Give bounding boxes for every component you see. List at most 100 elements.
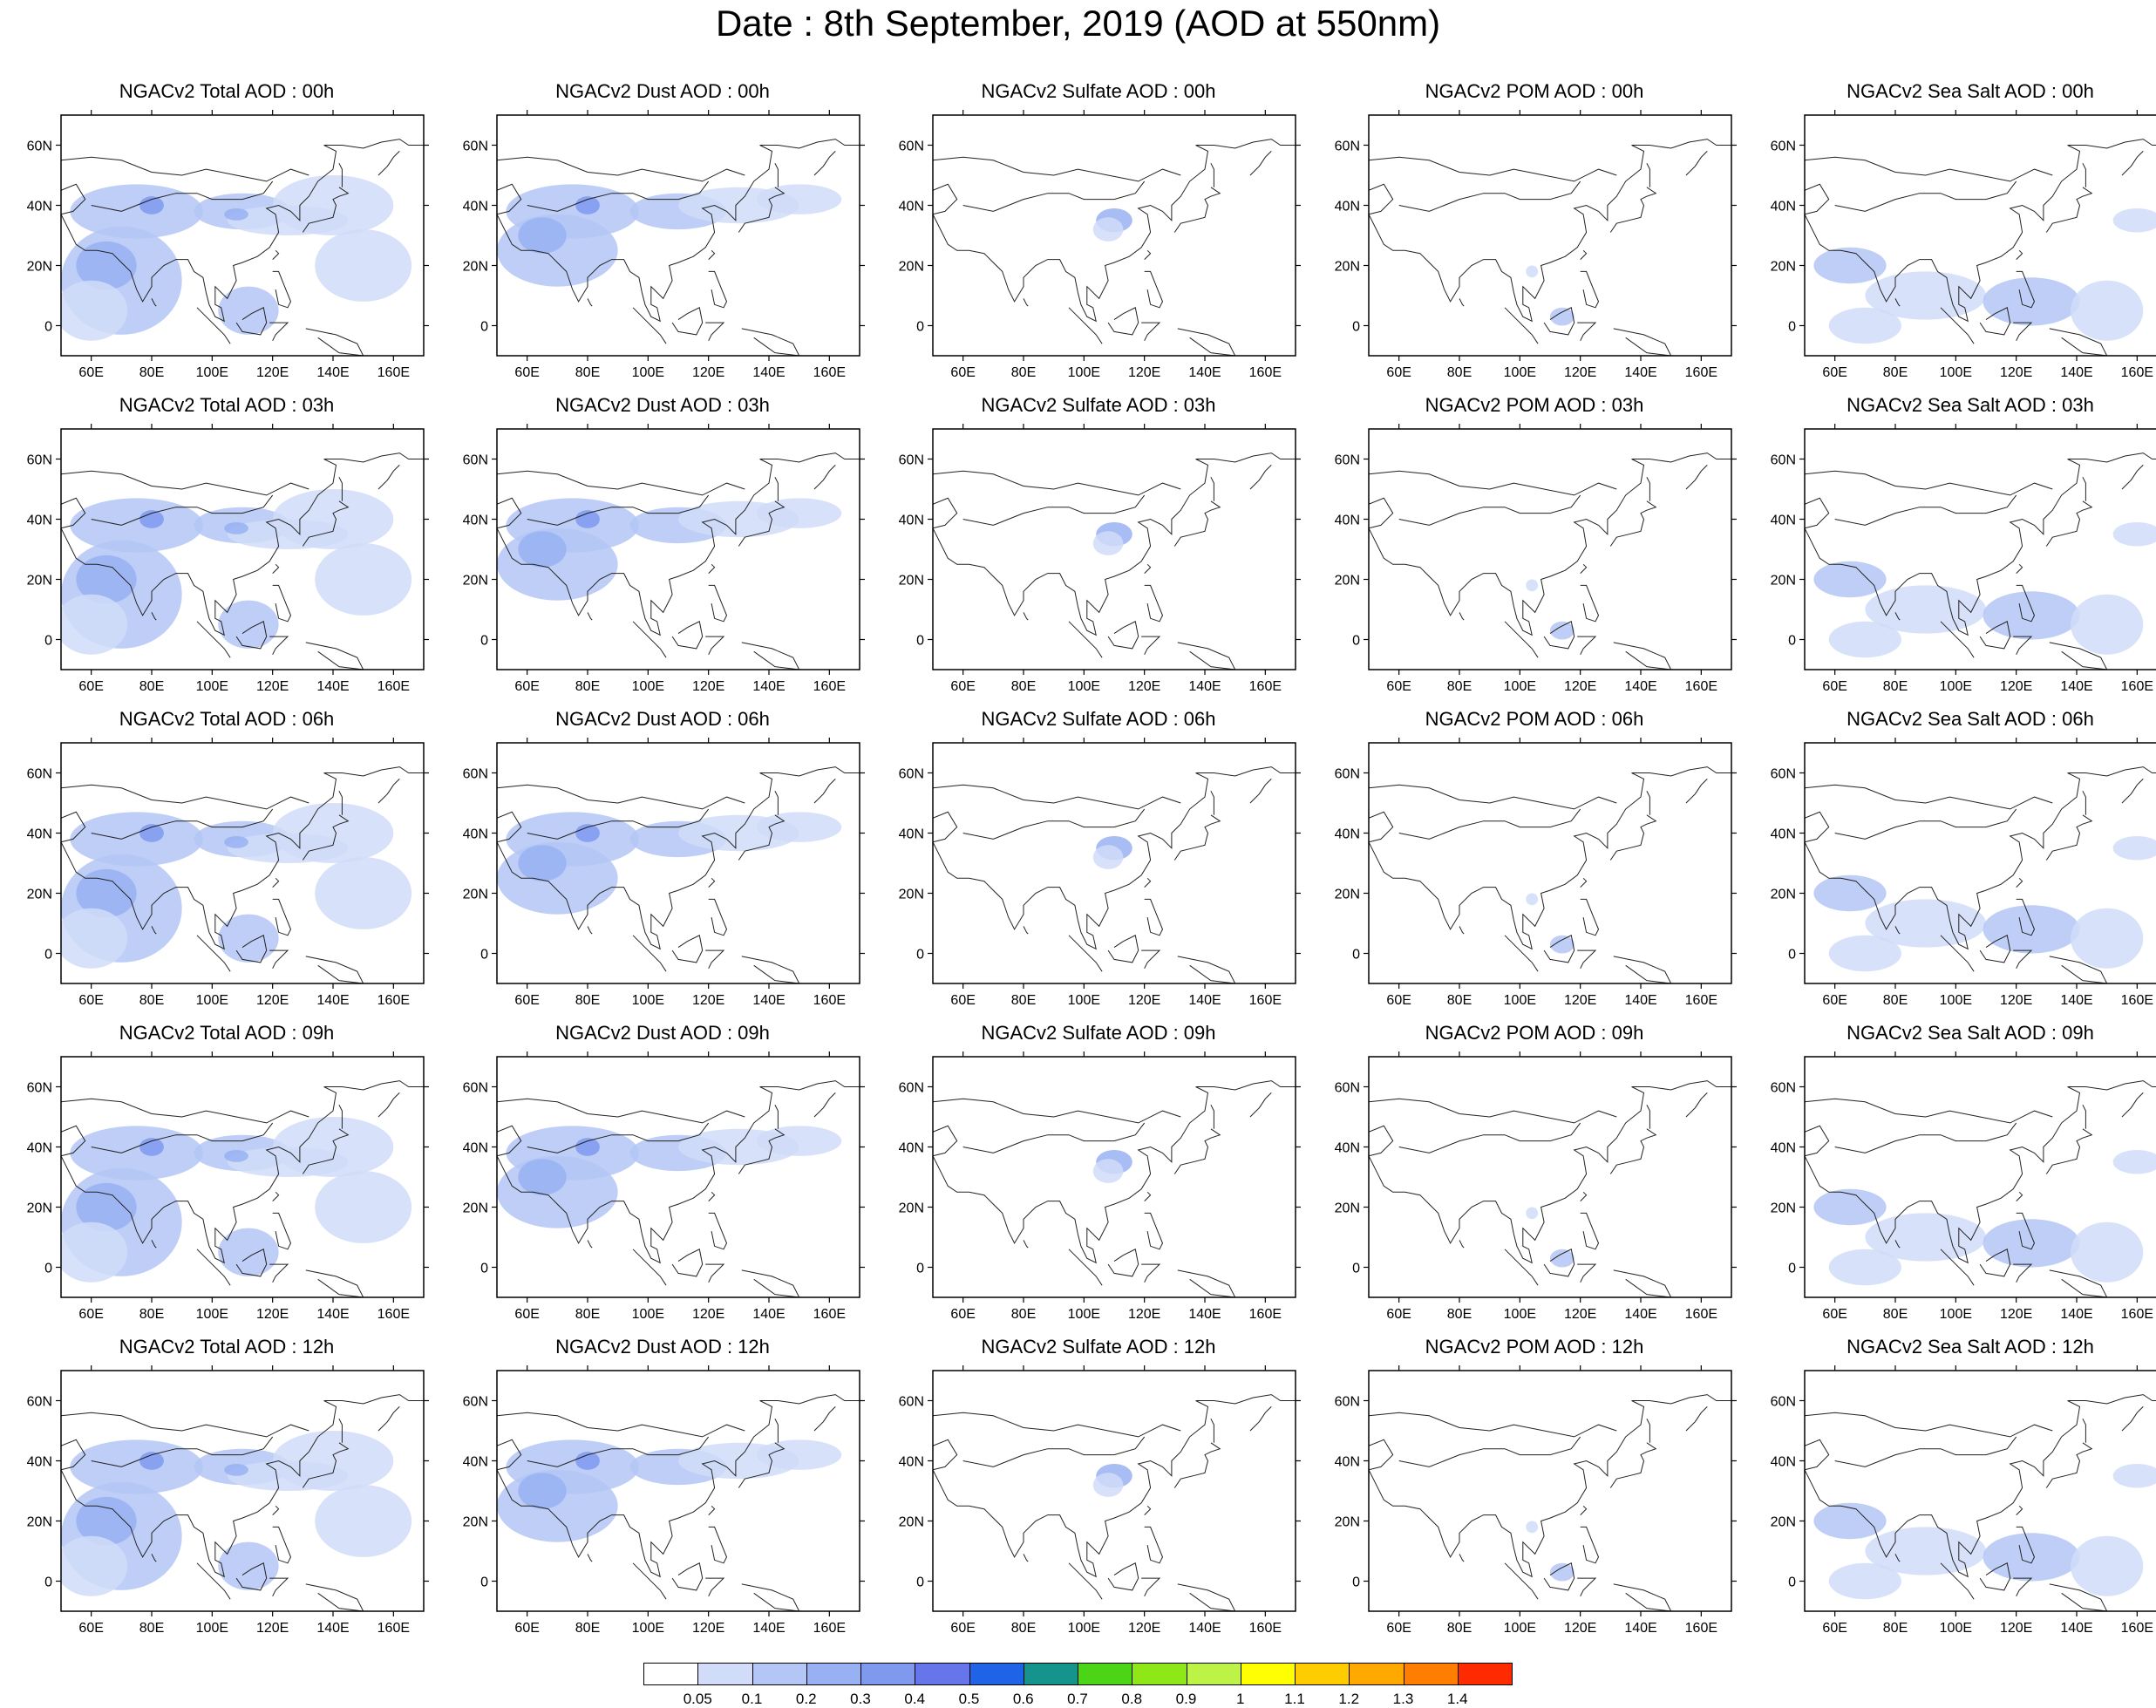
- lon-tick-label: 120E: [1128, 679, 1160, 694]
- lon-tick-label: 160E: [2121, 993, 2153, 1008]
- coastline: [708, 1526, 728, 1564]
- panel-title: NGACv2 Sea Salt AOD : 12h: [1847, 1336, 2094, 1358]
- lon-tick-label: 120E: [1564, 993, 1596, 1008]
- aod-plume: [218, 1228, 279, 1276]
- coastline: [1144, 1505, 1152, 1515]
- coastline: [1805, 1412, 2053, 1438]
- coastline: [497, 453, 860, 636]
- coastline: [2045, 1442, 2093, 1488]
- lat-tick-label: 60N: [899, 767, 924, 782]
- lon-tick-label: 80E: [1883, 993, 1908, 1008]
- lat-tick-label: 60N: [1771, 767, 1796, 782]
- lat-tick-label: 0: [480, 1262, 488, 1276]
- lat-tick-label: 40N: [463, 1141, 488, 1156]
- map-panel: NGACv2 POM AOD : 12h 60N 40N 20N 0 60E 80E 100E…: [1325, 1336, 1737, 1636]
- map-frame: [932, 114, 1296, 357]
- coastline: [91, 494, 274, 526]
- colorbar-swatch: [1457, 1663, 1513, 1685]
- lat-tick-label: 0: [480, 320, 488, 335]
- lon-tick-label: 160E: [1249, 365, 1282, 380]
- coastline: [1107, 1562, 1139, 1591]
- aod-map: 60N 40N 20N 0 60E 80E 100E 120E 140E 160E: [463, 424, 865, 694]
- map-panel: NGACv2 Total AOD : 03h 60N 40N 20N 0 60E 80E 10…: [17, 394, 429, 694]
- coastline: [2082, 476, 2086, 501]
- aod-map: 60N 40N 20N 0 60E 80E 100E 120E 140E 160E: [27, 424, 429, 694]
- aod-plume: [218, 1541, 279, 1590]
- aod-plume: [139, 824, 164, 842]
- lat-tick-label: 0: [44, 634, 52, 649]
- coastline: [708, 898, 728, 936]
- colorbar-swatch: [806, 1663, 861, 1685]
- lon-tick-label: 140E: [1624, 365, 1656, 380]
- map-frame: [1804, 114, 2156, 357]
- coastline: [1369, 470, 1617, 496]
- coastline: [377, 151, 400, 176]
- lon-tick-label: 120E: [256, 1621, 289, 1636]
- coastline: [1613, 1583, 1672, 1611]
- lon-tick-label: 140E: [316, 1307, 349, 1322]
- aod-plume: [1526, 1207, 1539, 1220]
- coastline: [1543, 935, 1575, 963]
- coastline: [1805, 1098, 2053, 1124]
- aod-plume: [272, 1117, 394, 1177]
- map-frame: [60, 742, 425, 984]
- aod-plume: [757, 1439, 842, 1470]
- coastline: [933, 470, 1181, 496]
- coastline: [587, 612, 593, 621]
- coastline: [774, 476, 779, 501]
- lon-tick-label: 140E: [752, 365, 785, 380]
- coastline: [61, 156, 309, 182]
- coastline: [527, 180, 710, 212]
- coastline: [272, 1526, 292, 1564]
- coastline: [2016, 249, 2023, 260]
- lon-tick-label: 60E: [78, 993, 103, 1008]
- colorbar-label: 0.8: [1121, 1691, 1143, 1707]
- aod-plume: [1983, 277, 2080, 326]
- lon-tick-label: 60E: [1822, 679, 1847, 694]
- aod-plume: [218, 286, 279, 335]
- lon-tick-label: 80E: [1447, 679, 1472, 694]
- lon-tick-label: 60E: [514, 1307, 539, 1322]
- lon-tick-label: 160E: [2121, 1307, 2153, 1322]
- lat-tick-label: 60N: [1335, 453, 1360, 468]
- aod-plume: [518, 531, 567, 568]
- aod-plume: [218, 600, 279, 649]
- coastline: [527, 494, 710, 526]
- lon-tick-label: 140E: [316, 679, 349, 694]
- aod-plume: [1526, 265, 1539, 278]
- map-panel: NGACv2 Dust AOD : 09h 60N 40N 20N 0 60E 80E 100…: [453, 1022, 865, 1322]
- coastline: [1177, 328, 1236, 356]
- lat-tick-label: 40N: [1771, 827, 1796, 842]
- map-frame: [496, 428, 860, 670]
- coastline: [1249, 465, 1272, 490]
- aod-plume: [224, 835, 248, 848]
- coastline: [1834, 494, 2017, 526]
- lon-tick-label: 60E: [950, 1307, 975, 1322]
- lat-tick-label: 20N: [1335, 1201, 1360, 1216]
- aod-plume: [1813, 1188, 1887, 1226]
- aod-plume: [1813, 561, 1887, 598]
- aod-map: 60N 40N 20N 0 60E 80E 100E 120E 140E 160E: [899, 1365, 1301, 1636]
- coastline: [269, 636, 289, 656]
- coastline: [2045, 1128, 2093, 1174]
- coastline: [2082, 790, 2086, 815]
- lat-tick-label: 60N: [27, 767, 52, 782]
- aod-plume: [315, 1485, 412, 1557]
- coastline: [269, 1263, 289, 1283]
- coastline: [632, 1249, 667, 1286]
- coastline: [741, 328, 800, 356]
- aod-plume: [139, 1452, 164, 1470]
- coastline: [2049, 642, 2108, 670]
- aod-plume: [1526, 893, 1539, 906]
- lat-tick-label: 0: [1352, 320, 1360, 335]
- lat-tick-label: 40N: [463, 200, 488, 214]
- panel-title: NGACv2 Dust AOD : 00h: [555, 80, 770, 102]
- lat-tick-label: 0: [1788, 1575, 1796, 1590]
- aod-plume: [1983, 1533, 2080, 1582]
- coastline: [1609, 1442, 1657, 1488]
- coastline: [497, 1098, 745, 1124]
- map-panel: NGACv2 Dust AOD : 03h 60N 40N 20N 0 60E 80E 100…: [453, 394, 865, 694]
- aod-plume: [1526, 1521, 1539, 1534]
- coastline: [671, 621, 704, 650]
- coastline: [705, 322, 725, 342]
